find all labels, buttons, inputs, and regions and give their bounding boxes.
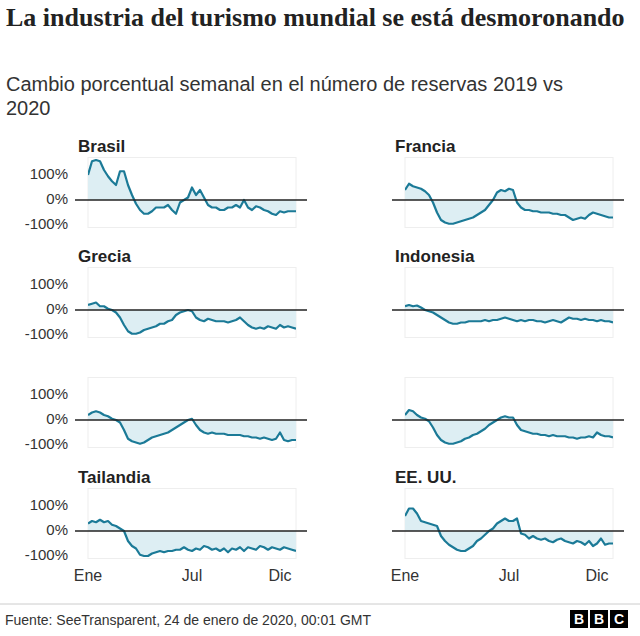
plot-area (88, 520, 296, 556)
y-tick-label: -100% (25, 325, 68, 342)
plot-frame (88, 158, 296, 228)
plot-frame (88, 378, 296, 448)
panel: Brasil -100% 0% 100% (25, 137, 307, 232)
plot-frame (405, 268, 613, 338)
logo-letter: B (574, 611, 584, 627)
plot-area (88, 411, 296, 444)
line (405, 410, 613, 444)
y-tick-label: 0% (46, 521, 68, 538)
plot-frame (88, 268, 296, 338)
y-tick-label: 100% (30, 165, 68, 182)
line (88, 160, 296, 215)
footer-rule (0, 604, 640, 605)
area (405, 509, 613, 552)
panel: EE. UU. Ene Jul Dic (391, 468, 624, 584)
area (88, 411, 296, 444)
panel-title: Francia (395, 137, 456, 156)
area (405, 410, 613, 444)
line (88, 411, 296, 444)
y-tick-label: 0% (46, 190, 68, 207)
source: Fuente: SeeTransparent, 24 de enero de 2… (5, 612, 371, 628)
plot-area (88, 160, 296, 215)
logo: BBC (570, 610, 628, 628)
zero-line (75, 530, 307, 532)
y-tick-label: -100% (25, 546, 68, 563)
area (88, 160, 296, 215)
line (405, 305, 613, 324)
y-tick-label: -100% (25, 215, 68, 232)
line (88, 303, 296, 334)
plot-frame (405, 378, 613, 448)
line (405, 184, 613, 224)
zero-line (75, 199, 307, 201)
x-tick-label: Ene (74, 567, 103, 584)
line (405, 509, 613, 552)
logo-box (570, 610, 588, 628)
plot-area (88, 303, 296, 334)
chart: Brasil -100% 0% 100% Francia Grecia -100% 0% 100… (0, 0, 640, 636)
x-tick-label: Jul (182, 567, 202, 584)
plot-area (405, 184, 613, 224)
y-tick-label: 0% (46, 410, 68, 427)
x-tick-label: Dic (268, 567, 291, 584)
logo-box (590, 610, 608, 628)
zero-line (392, 419, 624, 421)
plot-area (405, 305, 613, 324)
zero-line (392, 309, 624, 311)
x-tick-label: Ene (391, 567, 420, 584)
logo-letter: C (614, 611, 624, 627)
y-tick-label: 100% (30, 385, 68, 402)
panel-title: EE. UU. (395, 468, 456, 487)
panel: Indonesia (392, 247, 624, 338)
panel-title: Brasil (78, 137, 125, 156)
area (405, 305, 613, 324)
plot-area (405, 410, 613, 444)
y-tick-label: 0% (46, 300, 68, 317)
plot-frame (405, 489, 613, 559)
x-tick-label: Jul (499, 567, 519, 584)
panel: Tailandia -100% 0% 100% Ene Jul Dic (25, 468, 307, 584)
x-tick-label: Dic (585, 567, 608, 584)
logo-box (610, 610, 628, 628)
panel-title: Grecia (78, 247, 131, 266)
plot-frame (405, 158, 613, 228)
logo-text: BBC (574, 611, 624, 627)
subtitle: Cambio porcentual semanal en el número d… (6, 72, 596, 120)
panel (392, 378, 624, 448)
y-tick-label: -100% (25, 435, 68, 452)
area (88, 303, 296, 334)
zero-line (392, 530, 624, 532)
panel: -100% 0% 100% (25, 378, 307, 452)
area (88, 520, 296, 556)
plot-area (405, 509, 613, 552)
zero-line (75, 419, 307, 421)
zero-line (392, 199, 624, 201)
panel-title: Indonesia (395, 247, 475, 266)
panel-title: Tailandia (78, 468, 151, 487)
logo-letter: B (594, 611, 604, 627)
area (405, 184, 613, 224)
title: La industria del turismo mundial se está… (6, 2, 626, 33)
plot-frame (88, 489, 296, 559)
panel: Grecia -100% 0% 100% (25, 247, 307, 342)
zero-line (75, 309, 307, 311)
y-tick-label: 100% (30, 275, 68, 292)
y-tick-label: 100% (30, 496, 68, 513)
panel: Francia (392, 137, 624, 228)
line (88, 520, 296, 556)
